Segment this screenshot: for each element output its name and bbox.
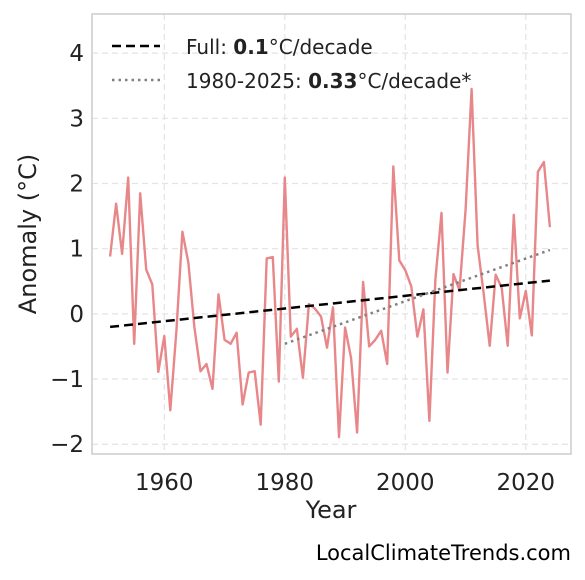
series-line-1 [109, 279, 551, 329]
y-tick-labels: −2 −1 0 1 2 3 4 [50, 41, 84, 458]
x-axis-label: Year [305, 496, 357, 524]
y-tick-label: −2 [50, 432, 84, 458]
y-tick-label: 1 [69, 237, 84, 263]
legend-1980-suffix: °C/decade* [357, 69, 471, 93]
legend-1980-label: 1980-2025: 0.33°C/decade* [186, 69, 471, 93]
series-line-2 [284, 248, 551, 345]
x-tick-label: 2000 [376, 470, 435, 496]
x-tick-label: 1960 [135, 470, 194, 496]
legend-full-suffix: °C/decade [269, 35, 373, 59]
legend-full-value: 0.1 [233, 35, 268, 59]
y-tick-label: 0 [69, 302, 84, 328]
grid [92, 14, 571, 454]
data-marks [108, 87, 552, 439]
y-tick-label: 2 [69, 171, 84, 197]
y-axis-label: Anomaly (°C) [14, 154, 42, 314]
y-tick-label: −1 [50, 367, 84, 393]
series-line-0 [108, 87, 552, 439]
plot-frame [91, 13, 572, 455]
legend-1980-prefix: 1980-2025: [186, 69, 308, 93]
x-tick-label: 2020 [497, 470, 556, 496]
legend: Full: 0.1°C/decade 1980-2025: 0.33°C/dec… [112, 35, 471, 93]
y-tick-label: 3 [69, 106, 84, 132]
x-tick-labels: 1960 1980 2000 2020 [135, 470, 555, 496]
x-tick-label: 1980 [256, 470, 315, 496]
legend-1980-value: 0.33 [308, 69, 357, 93]
legend-full-label: Full: 0.1°C/decade [186, 35, 373, 59]
legend-full-prefix: Full: [186, 35, 233, 59]
watermark: LocalClimateTrends.com [316, 541, 571, 565]
y-tick-label: 4 [69, 41, 84, 67]
